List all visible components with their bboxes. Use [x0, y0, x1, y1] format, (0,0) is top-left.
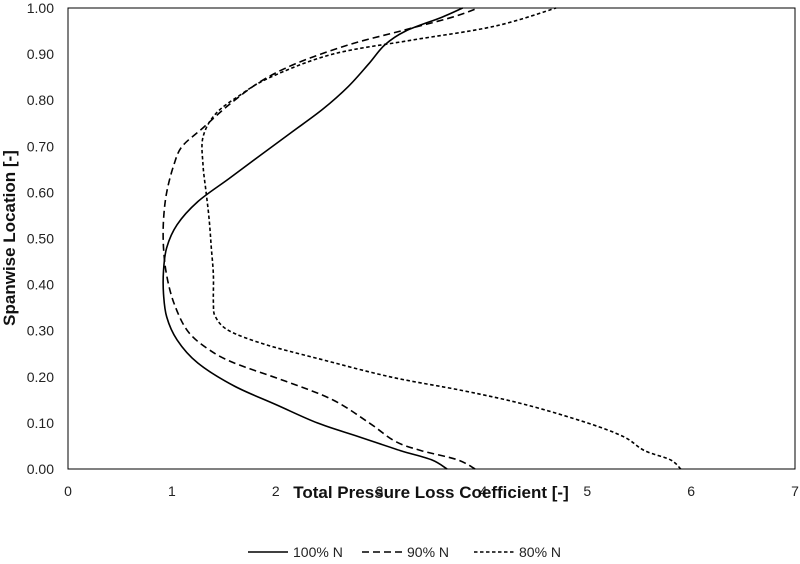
- plot-area: [67, 7, 796, 470]
- y-axis-title: Spanwise Location [-]: [0, 150, 19, 326]
- y-tick-label: 0.40: [27, 277, 54, 293]
- x-tick-label: 5: [583, 483, 591, 499]
- y-tick-label: 0.80: [27, 92, 54, 108]
- y-tick-label: 0.10: [27, 415, 54, 431]
- y-tick-label: 0.00: [27, 461, 54, 477]
- y-tick-label: 0.20: [27, 369, 54, 385]
- y-tick-label: 0.50: [27, 231, 54, 247]
- legend: 100% N 90% N 80% N: [248, 544, 561, 560]
- y-tick-label: 0.70: [27, 138, 54, 154]
- x-tick-label: 0: [64, 483, 72, 499]
- x-tick-label: 7: [791, 483, 799, 499]
- x-tick-label: 4: [480, 483, 488, 499]
- legend-label-1: 90% N: [407, 544, 449, 560]
- y-tick-label: 0.30: [27, 323, 54, 339]
- x-tick-label: 6: [687, 483, 695, 499]
- y-tick-label: 0.90: [27, 46, 54, 62]
- x-tick-labels: 0 1 2 3 4 5 6 7: [64, 483, 799, 499]
- legend-label-2: 80% N: [519, 544, 561, 560]
- series-lines: [162, 7, 682, 470]
- y-tick-labels: 0.00 0.10 0.20 0.30 0.40 0.50 0.60 0.70 0.80 0.90…: [27, 0, 54, 477]
- x-tick-label: 2: [272, 483, 280, 499]
- x-axis-title: Total Pressure Loss Coefficient [-]: [293, 483, 569, 502]
- x-tick-label: 1: [168, 483, 176, 499]
- x-tick-label: 3: [376, 483, 384, 499]
- y-tick-label: 1.00: [27, 0, 54, 16]
- legend-label-0: 100% N: [293, 544, 343, 560]
- series-line-0: [162, 7, 464, 470]
- series-line-1: [162, 7, 479, 470]
- y-tick-label: 0.60: [27, 184, 54, 200]
- series-line-2: [201, 7, 682, 470]
